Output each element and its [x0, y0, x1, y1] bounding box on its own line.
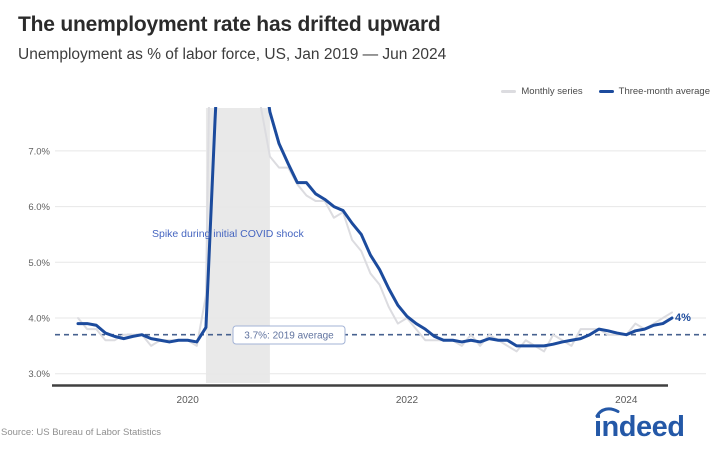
y-tick-label: 4.0% [28, 314, 50, 325]
y-axis-labels: 7.0% 6.0% 5.0% 4.0% 3.0% [28, 146, 50, 380]
x-tick-label: 2024 [615, 395, 638, 406]
reference-label: 3.7%: 2019 average [244, 331, 334, 342]
three-month-average-line [76, 107, 674, 348]
y-tick-label: 3.0% [28, 369, 50, 380]
indeed-logo-arc-icon [595, 407, 620, 418]
y-tick-label: 6.0% [28, 202, 50, 213]
end-value-label: 4% [675, 312, 691, 324]
gridlines [55, 150, 706, 375]
indeed-logo: indeed [594, 406, 704, 446]
legend-label-three-month-average: Three-month average [618, 86, 710, 97]
reference-label-box: 3.7%: 2019 average [232, 325, 346, 345]
chart-subtitle: Unemployment as % of labor force, US, Ja… [18, 46, 447, 63]
page-title: The unemployment rate has drifted upward [18, 13, 441, 36]
legend-item-monthly-series: Monthly series [501, 86, 583, 97]
x-tick-label: 2022 [396, 395, 419, 406]
legend-item-three-month-average: Three-month average [598, 86, 710, 97]
monthly-series-line [77, 107, 673, 353]
covid-annotation: Spike during initial COVID shock [152, 228, 304, 240]
source-note: Source: US Bureau of Labor Statistics [1, 427, 161, 438]
legend: Monthly series Three-month average [501, 86, 710, 97]
legend-label-monthly-series: Monthly series [521, 86, 583, 97]
x-axis-labels: 2020 2022 2024 [177, 395, 638, 406]
monthly-series-swatch-icon [501, 90, 517, 93]
y-tick-label: 7.0% [28, 146, 50, 157]
x-tick-label: 2020 [177, 395, 200, 406]
y-tick-label: 5.0% [28, 258, 50, 269]
three-month-average-swatch-icon [598, 90, 614, 93]
indeed-logo-text: indeed [594, 411, 685, 443]
